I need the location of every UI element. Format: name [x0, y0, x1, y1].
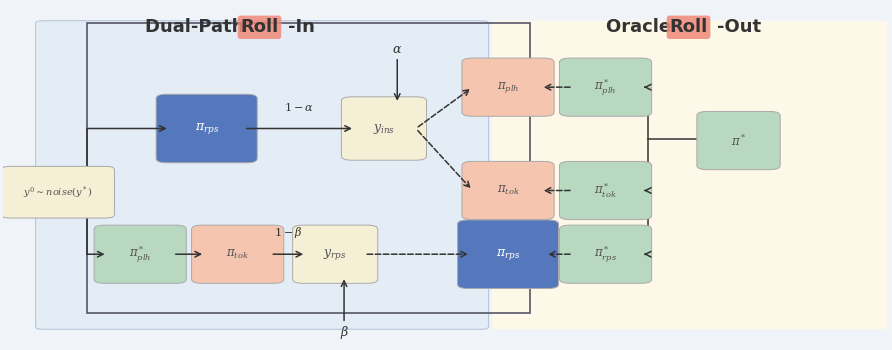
- FancyBboxPatch shape: [293, 225, 377, 284]
- FancyBboxPatch shape: [36, 21, 489, 329]
- FancyBboxPatch shape: [559, 161, 652, 219]
- FancyBboxPatch shape: [342, 97, 426, 160]
- Text: $\pi_{plh}$: $\pi_{plh}$: [497, 80, 519, 94]
- FancyBboxPatch shape: [697, 111, 780, 170]
- FancyBboxPatch shape: [462, 58, 554, 116]
- Text: $y_{rps}$: $y_{rps}$: [324, 247, 347, 262]
- Text: $1-\beta$: $1-\beta$: [274, 225, 302, 240]
- Text: $\pi_{tok}$: $\pi_{tok}$: [227, 248, 249, 261]
- FancyBboxPatch shape: [156, 94, 257, 163]
- FancyBboxPatch shape: [492, 21, 888, 329]
- Text: $\pi^*_{rps}$: $\pi^*_{rps}$: [594, 244, 617, 265]
- Text: $\pi^*_{plh}$: $\pi^*_{plh}$: [129, 244, 152, 265]
- Text: Roll: Roll: [669, 18, 707, 36]
- Text: $\pi^*_{plh}$: $\pi^*_{plh}$: [594, 77, 616, 98]
- FancyBboxPatch shape: [94, 225, 186, 284]
- FancyBboxPatch shape: [559, 58, 652, 116]
- Text: $1-\alpha$: $1-\alpha$: [285, 101, 314, 113]
- Text: $\pi^*_{tok}$: $\pi^*_{tok}$: [594, 181, 617, 200]
- FancyBboxPatch shape: [559, 225, 652, 284]
- Text: Oracle: Oracle: [606, 18, 677, 36]
- Text: $\pi_{rps}$: $\pi_{rps}$: [496, 247, 520, 262]
- Text: -In: -In: [288, 18, 315, 36]
- Text: -Out: -Out: [717, 18, 762, 36]
- Text: $y^0 \sim noise(y^*)$: $y^0 \sim noise(y^*)$: [23, 184, 93, 201]
- Text: $\beta$: $\beta$: [340, 324, 349, 341]
- Text: $y_{ins}$: $y_{ins}$: [373, 121, 395, 135]
- FancyBboxPatch shape: [458, 220, 558, 288]
- Text: Roll: Roll: [240, 18, 278, 36]
- Text: $\pi_{rps}$: $\pi_{rps}$: [194, 121, 219, 136]
- Text: $\pi^*$: $\pi^*$: [731, 133, 747, 148]
- FancyBboxPatch shape: [1, 166, 114, 218]
- Text: Dual-Path: Dual-Path: [145, 18, 251, 36]
- FancyBboxPatch shape: [462, 161, 554, 219]
- Text: $\alpha$: $\alpha$: [392, 43, 402, 56]
- Text: $\pi_{tok}$: $\pi_{tok}$: [497, 184, 519, 197]
- FancyBboxPatch shape: [192, 225, 284, 284]
